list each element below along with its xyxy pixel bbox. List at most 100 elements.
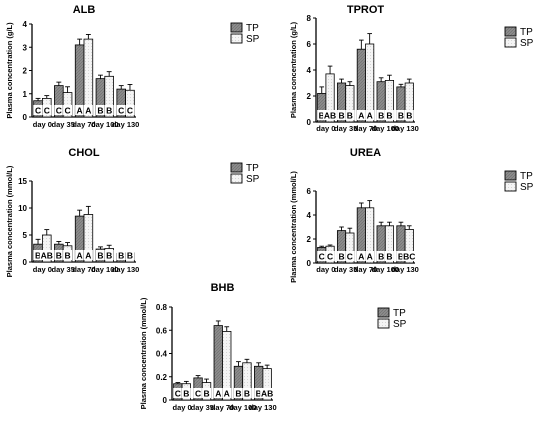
significance-letter: C — [319, 252, 325, 262]
significance-letter: C — [195, 389, 201, 399]
x-tick-label: day 70 — [354, 124, 377, 133]
legend-label-tp: TP — [520, 27, 533, 38]
significance-letter: B — [338, 111, 344, 121]
letter-backdrop — [116, 105, 126, 115]
y-tick-label: 2 — [307, 235, 312, 244]
letter-backdrop — [222, 388, 232, 398]
letter-backdrop — [376, 251, 386, 261]
significance-letter: A — [77, 251, 83, 261]
significance-letter: AB — [261, 389, 273, 399]
letter-backdrop — [83, 105, 93, 115]
y-tick-label: 3 — [23, 43, 28, 52]
x-tick-label: day 100 — [372, 124, 400, 133]
chart-title: TPROT — [347, 4, 385, 16]
letter-backdrop — [63, 250, 73, 260]
y-tick-label: 0 — [23, 113, 28, 122]
y-axis-label: Plasma concentration (g/L) — [5, 22, 14, 119]
letter-backdrop — [384, 110, 394, 120]
x-tick-label: day 0 — [316, 265, 335, 274]
letter-backdrop — [54, 250, 64, 260]
legend-label-tp: TP — [393, 308, 406, 319]
letter-backdrop — [402, 251, 417, 261]
letter-backdrop — [233, 388, 243, 398]
x-tick-label: day 100 — [91, 265, 119, 274]
significance-letter: BC — [403, 252, 415, 262]
letter-backdrop — [396, 251, 406, 261]
significance-letter: B — [378, 252, 384, 262]
x-tick-label: day 35 — [334, 265, 357, 274]
y-tick-label: 0.4 — [156, 350, 168, 359]
x-tick-label: day 130 — [112, 120, 140, 129]
y-tick-label: 2 — [307, 92, 312, 101]
significance-letter: C — [44, 106, 50, 116]
significance-letter: C — [347, 252, 353, 262]
letter-backdrop — [365, 251, 375, 261]
significance-letter: A — [77, 106, 83, 116]
letter-backdrop — [254, 388, 264, 398]
legend-label-sp: SP — [520, 182, 534, 193]
letter-backdrop — [242, 388, 252, 398]
chart-title: ALB — [73, 4, 96, 16]
letter-backdrop — [376, 110, 386, 120]
y-tick-label: 4 — [23, 20, 28, 29]
y-axis-label: Plasma concentration (mmol/L) — [5, 165, 14, 277]
letter-backdrop — [33, 105, 43, 115]
significance-letter: A — [85, 106, 91, 116]
letter-backdrop — [42, 105, 52, 115]
letter-backdrop — [33, 250, 43, 260]
x-tick-label: day 130 — [112, 265, 140, 274]
x-tick-label: day 0 — [316, 124, 335, 133]
significance-letter: B — [118, 251, 124, 261]
significance-letter: C — [35, 106, 41, 116]
significance-letter: B — [35, 251, 41, 261]
y-tick-label: 6 — [307, 40, 312, 49]
letter-backdrop — [202, 388, 212, 398]
x-tick-label: day 0 — [173, 403, 192, 412]
significance-letter: C — [127, 106, 133, 116]
x-tick-label: day 100 — [372, 265, 400, 274]
x-tick-label: day 35 — [191, 403, 214, 412]
legend-swatch-tp — [504, 26, 517, 37]
y-tick-label: 0.8 — [156, 303, 168, 312]
y-tick-label: 4 — [307, 211, 312, 220]
significance-letter: C — [175, 389, 181, 399]
letter-backdrop — [83, 250, 93, 260]
x-tick-label: day 35 — [52, 265, 75, 274]
significance-letter: B — [319, 111, 325, 121]
letter-backdrop — [181, 388, 191, 398]
significance-letter: B — [398, 111, 404, 121]
x-tick-label: day 100 — [91, 120, 119, 129]
letter-backdrop — [356, 110, 366, 120]
significance-letter: B — [235, 389, 241, 399]
significance-letter: B — [398, 252, 404, 262]
y-tick-label: 1 — [23, 90, 28, 99]
significance-letter: B — [378, 111, 384, 121]
letter-backdrop — [75, 105, 85, 115]
legend-swatch-sp — [504, 181, 517, 192]
y-axis-label: Plasma concentration (g/L) — [289, 21, 298, 118]
legend-label-sp: SP — [246, 174, 260, 185]
letter-backdrop — [95, 105, 105, 115]
significance-letter: B — [106, 251, 112, 261]
letter-backdrop — [356, 251, 366, 261]
x-tick-label: day 0 — [33, 265, 52, 274]
y-tick-label: 8 — [307, 14, 312, 23]
y-tick-label: 10 — [18, 204, 27, 213]
chart-title: UREA — [350, 147, 381, 159]
significance-letter: A — [358, 252, 364, 262]
y-tick-label: 0 — [23, 258, 28, 267]
legend-swatch-sp — [504, 37, 517, 48]
significance-letter: A — [215, 389, 221, 399]
significance-letter: C — [56, 106, 62, 116]
significance-letter: B — [338, 252, 344, 262]
letter-backdrop — [325, 251, 335, 261]
x-tick-label: day 130 — [249, 403, 277, 412]
y-tick-label: 4 — [307, 66, 312, 75]
letter-backdrop — [116, 250, 126, 260]
legend-label-tp: TP — [520, 171, 533, 182]
y-tick-label: 0 — [163, 396, 168, 405]
chart-title: BHB — [211, 282, 235, 294]
letter-backdrop — [345, 251, 355, 261]
